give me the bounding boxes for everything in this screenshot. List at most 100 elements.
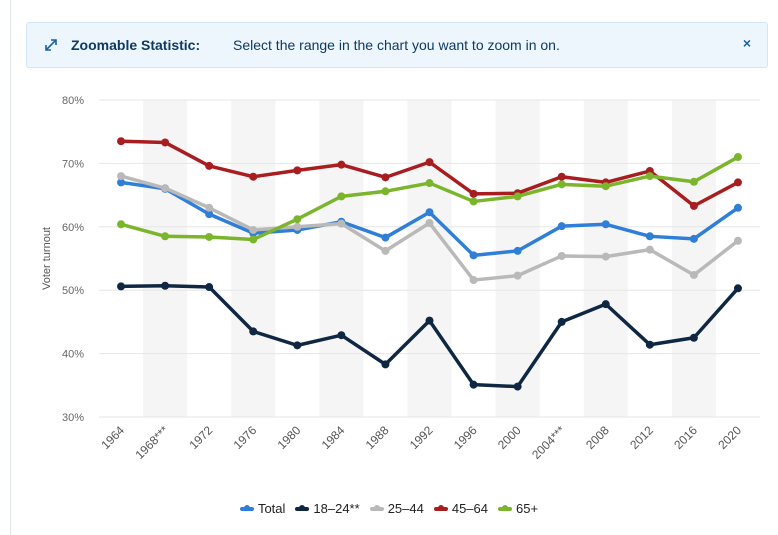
data-point-25-44 [469, 276, 478, 285]
data-point-25-44 [293, 222, 302, 231]
y-tick-label: 80% [62, 95, 84, 107]
banner-message: Select the range in the chart you want t… [233, 37, 560, 53]
chart-legend: Total 18–24** 25–44 45–64 65+ [0, 500, 778, 516]
x-tick-label: 1988 [363, 423, 392, 452]
data-point-65 [513, 192, 522, 201]
data-point-25-44 [381, 246, 390, 255]
data-point-45-64 [249, 172, 258, 181]
x-tick-label: 2012 [627, 423, 656, 452]
data-point-65 [689, 177, 698, 186]
data-point-45-64 [205, 161, 214, 170]
data-point-18-24 [733, 284, 742, 293]
x-tick-label: 1964 [98, 423, 127, 452]
column-band [319, 100, 364, 417]
column-band [495, 100, 540, 417]
data-point-total [117, 178, 126, 187]
data-point-total [513, 246, 522, 255]
data-point-25-44 [161, 184, 170, 193]
data-point-65 [381, 187, 390, 196]
data-point-18-24 [205, 283, 214, 292]
x-tick-label: 1972 [187, 423, 216, 452]
data-point-25-44 [557, 251, 566, 260]
x-tick-label: 2000 [495, 423, 524, 452]
legend-item[interactable]: 65+ [498, 500, 538, 516]
data-point-65 [161, 232, 170, 241]
data-point-18-24 [557, 317, 566, 326]
data-point-45-64 [469, 189, 478, 198]
data-point-18-24 [689, 333, 698, 342]
data-point-25-44 [601, 252, 610, 261]
expand-icon [45, 39, 57, 51]
legend-swatch [239, 504, 254, 511]
legend-swatch [369, 504, 384, 511]
column-band [407, 100, 452, 417]
legend-label: 65+ [516, 501, 539, 517]
data-point-18-24 [469, 380, 478, 389]
data-point-25-44 [645, 245, 654, 254]
data-point-65 [425, 179, 434, 188]
x-tick-label: 2008 [583, 423, 612, 452]
column-band [143, 100, 188, 417]
x-tick-label: 1984 [319, 423, 348, 452]
data-point-total [689, 234, 698, 243]
data-point-45-64 [557, 172, 566, 181]
data-point-25-44 [205, 203, 214, 212]
y-axis-label: Voter turnout [41, 227, 53, 290]
data-point-65 [733, 153, 742, 162]
data-point-45-64 [689, 201, 698, 210]
data-point-25-44 [689, 270, 698, 279]
x-tick-label: 1976 [231, 423, 260, 452]
data-point-45-64 [425, 158, 434, 167]
data-point-25-44 [425, 218, 434, 227]
x-tick-label: 2020 [715, 423, 744, 452]
data-point-65 [645, 172, 654, 181]
data-point-18-24 [161, 281, 170, 290]
data-point-25-44 [337, 219, 346, 228]
legend-item[interactable]: Total [239, 500, 286, 517]
data-point-total [557, 222, 566, 231]
x-tick-label: 2004*** [529, 423, 568, 462]
x-tick-label: 1996 [451, 423, 480, 452]
data-point-total [469, 251, 478, 260]
line-chart[interactable]: 30% 40% 50% 60% 70% 80% Voter turnout 1964 1968*… [0, 0, 778, 495]
y-tick-label: 70% [62, 158, 84, 170]
legend-swatch [498, 504, 512, 511]
data-point-18-24 [645, 340, 654, 349]
data-point-total [425, 208, 434, 217]
legend-swatch [433, 504, 448, 511]
data-point-18-24 [381, 360, 390, 369]
data-point-45-64 [337, 160, 346, 169]
legend-label: 25–44 [387, 501, 424, 517]
data-point-65 [601, 182, 610, 191]
data-point-65 [249, 235, 258, 244]
legend-item[interactable]: 45–64 [433, 500, 488, 516]
data-point-18-24 [337, 331, 346, 340]
data-point-18-24 [513, 382, 522, 391]
y-tick-label: 50% [62, 285, 84, 297]
column-band [671, 100, 716, 417]
data-point-total [381, 233, 390, 242]
data-point-65 [205, 232, 214, 241]
data-point-total [645, 232, 654, 241]
x-tick-label: 1968*** [133, 423, 172, 462]
data-point-45-64 [381, 173, 390, 182]
column-band [231, 100, 276, 417]
data-point-65 [469, 197, 478, 206]
legend-label: Total [257, 501, 286, 517]
legend-item[interactable]: 25–44 [369, 500, 424, 517]
close-icon[interactable]: × [742, 35, 751, 51]
data-point-45-64 [293, 166, 302, 175]
data-point-65 [293, 215, 302, 224]
y-tick-label: 40% [62, 349, 84, 361]
data-point-25-44 [733, 236, 742, 245]
chart-card [10, 0, 778, 535]
data-point-45-64 [117, 137, 126, 146]
data-point-65 [557, 180, 566, 189]
data-point-18-24 [293, 341, 302, 350]
legend-item[interactable]: 18–24** [295, 500, 360, 516]
y-tick-label: 30% [62, 412, 84, 424]
data-point-18-24 [425, 316, 434, 325]
data-point-18-24 [601, 300, 610, 309]
data-point-25-44 [117, 172, 126, 181]
legend-swatch [295, 504, 310, 511]
